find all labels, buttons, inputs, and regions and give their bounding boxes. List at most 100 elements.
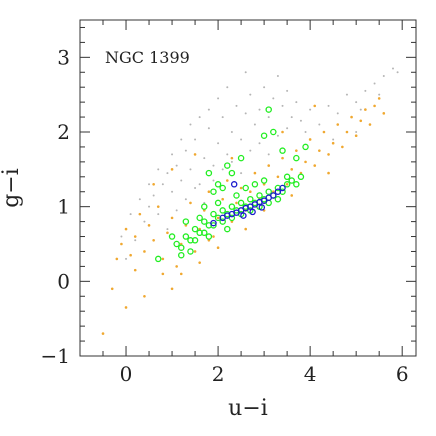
grey-point <box>276 75 279 77</box>
orange-point <box>313 164 317 167</box>
orange-point <box>354 134 358 138</box>
orange-point <box>327 153 330 156</box>
orange-point <box>161 272 165 276</box>
orange-point <box>207 190 211 194</box>
grey-point <box>336 112 339 115</box>
green-point <box>205 169 213 177</box>
orange-point <box>133 235 137 238</box>
grey-point <box>355 131 358 133</box>
green-point <box>256 192 263 199</box>
green-point <box>214 181 222 188</box>
grey-point <box>143 220 146 223</box>
grey-point <box>391 67 394 70</box>
orange-point <box>170 287 174 291</box>
green-point <box>283 173 291 181</box>
orange-point <box>290 194 294 197</box>
grey-point <box>184 149 187 152</box>
x-axis-label: u−i <box>228 396 268 421</box>
orange-point <box>212 235 215 238</box>
orange-point <box>152 238 155 242</box>
grey-point <box>396 71 399 74</box>
green-point <box>228 203 236 210</box>
green-point <box>297 173 305 181</box>
green-point <box>191 225 199 233</box>
orange-point <box>101 332 105 335</box>
grey-point <box>267 116 270 119</box>
blue-point <box>274 188 282 195</box>
y-tick-label: 0 <box>57 269 70 293</box>
green-point <box>274 195 282 203</box>
green-point <box>237 154 245 162</box>
green-point <box>173 240 180 248</box>
orange-point <box>313 104 317 108</box>
grey-point <box>194 187 197 189</box>
grey-point <box>332 138 335 141</box>
orange-series <box>101 97 386 335</box>
grey-point <box>276 134 279 137</box>
green-point <box>265 188 272 195</box>
orange-point <box>230 156 234 160</box>
x-tick-label: 0 <box>120 362 133 386</box>
orange-point <box>382 112 386 115</box>
orange-point <box>281 130 284 134</box>
grey-point <box>286 89 289 92</box>
grey-point <box>244 112 247 115</box>
green-point <box>293 154 300 162</box>
green-point <box>279 147 286 154</box>
green-point <box>191 237 199 244</box>
grey-point <box>226 86 229 89</box>
grey-point <box>194 138 197 141</box>
blue-point <box>240 212 247 219</box>
grey-point <box>221 168 224 171</box>
orange-point <box>318 149 321 152</box>
orange-point <box>193 250 197 253</box>
orange-point <box>281 156 284 160</box>
grey-point <box>240 172 243 175</box>
orange-point <box>244 227 247 231</box>
grey-point <box>235 104 238 107</box>
green-point <box>247 195 254 203</box>
green-point <box>228 169 236 177</box>
grey-point <box>212 179 215 182</box>
grey-point <box>263 86 266 89</box>
orange-point <box>364 108 367 111</box>
grey-point <box>221 116 224 119</box>
orange-point <box>308 138 312 141</box>
green-point <box>168 233 176 240</box>
orange-point <box>143 294 146 298</box>
blue-point <box>210 219 217 227</box>
green-point <box>178 244 185 251</box>
grey-point <box>152 194 155 197</box>
orange-point <box>290 168 294 171</box>
orange-point <box>166 231 169 235</box>
green-point <box>224 162 231 169</box>
grey-point <box>258 142 261 145</box>
green-point <box>201 218 208 225</box>
orange-point <box>138 212 142 216</box>
green-point <box>219 184 226 192</box>
green-point <box>219 218 226 225</box>
grey-point <box>171 153 174 156</box>
grey-point <box>226 153 229 156</box>
orange-point <box>152 182 155 186</box>
grey-point <box>166 172 169 175</box>
grey-point <box>355 101 358 104</box>
grey-point <box>138 198 141 201</box>
green-point <box>205 233 213 240</box>
orange-point <box>239 186 243 190</box>
grey-point <box>175 209 178 212</box>
grey-point <box>217 142 220 145</box>
grey-point <box>175 164 178 167</box>
chart-annotation: NGC 1399 <box>105 48 190 67</box>
orange-point <box>189 201 192 205</box>
green-point <box>293 181 300 188</box>
grey-point <box>249 93 252 96</box>
blue-point <box>260 197 268 204</box>
grey-point <box>198 116 201 119</box>
y-axis-label: g−i <box>0 168 24 208</box>
grey-point <box>207 127 210 130</box>
orange-point <box>327 171 330 175</box>
orange-point <box>225 179 229 182</box>
orange-point <box>267 164 271 167</box>
